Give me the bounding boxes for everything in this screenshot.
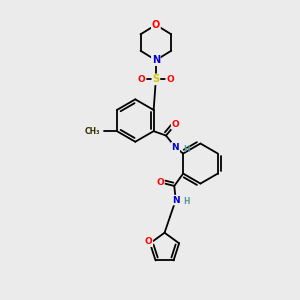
- Text: H: H: [184, 197, 190, 206]
- Text: O: O: [172, 120, 179, 129]
- Text: N: N: [172, 196, 180, 205]
- Text: S: S: [152, 74, 160, 84]
- Text: N: N: [152, 55, 160, 65]
- Text: N: N: [172, 143, 179, 152]
- Text: O: O: [138, 75, 146, 84]
- Text: H: H: [184, 145, 190, 154]
- Text: O: O: [166, 75, 174, 84]
- Text: CH₃: CH₃: [85, 127, 100, 136]
- Text: O: O: [145, 237, 152, 246]
- Text: O: O: [152, 20, 160, 30]
- Text: O: O: [156, 178, 164, 187]
